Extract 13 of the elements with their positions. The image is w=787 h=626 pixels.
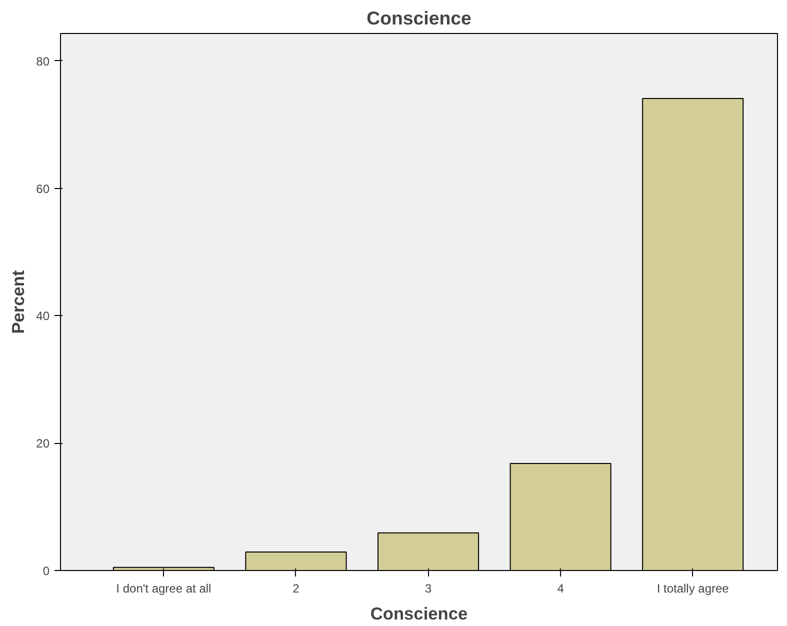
y-tick-label: 80 — [36, 54, 50, 68]
y-tick-label: 20 — [36, 436, 50, 451]
x-tick-label: 4 — [557, 582, 564, 596]
x-tick-label: 3 — [424, 582, 432, 596]
chart-title: Conscience — [366, 8, 472, 28]
y-tick-label: 0 — [42, 564, 50, 578]
y-tick-label: 40 — [36, 309, 50, 324]
x-tick-label: I totally agree — [656, 582, 730, 596]
x-axis-title: Conscience — [370, 604, 468, 624]
y-axis-title: Percent — [8, 270, 28, 334]
x-tick-label: I don't agree at all — [116, 582, 212, 596]
x-tick-label: 2 — [292, 582, 300, 596]
y-tick-label: 60 — [36, 182, 50, 196]
